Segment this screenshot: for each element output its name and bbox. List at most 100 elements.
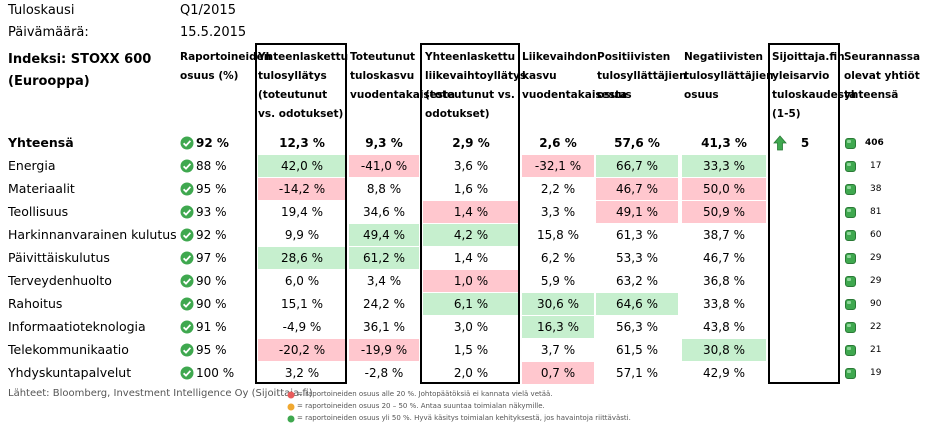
legend-green: = raportoineiden osuus yli 50 %. Hyvä kä… [297, 414, 631, 422]
sector-pos: 56,3 % [616, 320, 658, 334]
sector-neg: 43,8 % [703, 320, 745, 334]
sector-neg: 38,7 % [703, 228, 745, 242]
sector-neg: 36,8 % [703, 274, 745, 288]
sector-count: 19 [870, 368, 882, 378]
sector-label: Informaatioteknologia [8, 319, 146, 334]
sector-label: Teollisuus [8, 204, 69, 219]
red-dot-icon [287, 391, 295, 399]
sector-reported: 93 % [196, 205, 227, 219]
total-rating: 5 [800, 136, 810, 150]
sector-eg: 61,2 % [349, 247, 419, 269]
total-earnings_growth: 9,3 % [365, 136, 403, 150]
sector-reported: 92 % [196, 228, 227, 242]
sector-count: 81 [870, 207, 882, 217]
reported-check-icon [180, 159, 194, 173]
sector-reported: 90 % [196, 297, 227, 311]
coverage-dot-icon [845, 230, 856, 241]
header-revenue-growth: Liikevaihdon kasvu vuodentakaisesta [522, 51, 628, 101]
sector-count: 29 [870, 253, 882, 263]
reported-check-icon [180, 366, 194, 380]
sector-rg: 16,3 % [522, 316, 594, 338]
sector-pos: 57,1 % [616, 366, 658, 380]
total-reported: 92 % [196, 136, 229, 150]
sector-reported: 100 % [196, 366, 235, 380]
legend-yellow: = raportoineiden osuus 20 – 50 %. Antaa … [297, 402, 545, 410]
sector-pos: 61,5 % [616, 343, 658, 357]
header-earnings-surprise: Yhteenlaskettu tulosyllätys (toteutunut … [258, 51, 349, 120]
source-note: Lähteet: Bloomberg, Investment Intellige… [8, 388, 313, 399]
coverage-dot-icon [845, 276, 856, 287]
sector-count: 21 [870, 345, 882, 355]
sector-reported: 95 % [196, 182, 227, 196]
sector-neg: 50,9 % [682, 201, 766, 223]
date-value: 15.5.2015 [180, 25, 247, 40]
sector-eg: -2,8 % [364, 366, 404, 380]
sector-label: Harkinnanvarainen kulutus [8, 227, 177, 242]
header-negative: Negatiivisten tulosyllättäjien osuus [684, 51, 774, 101]
sector-es: -14,2 % [258, 178, 346, 200]
season-value: Q1/2015 [180, 3, 236, 18]
sector-rg: 2,2 % [540, 182, 576, 196]
coverage-dot-icon [845, 161, 856, 172]
index-title: Indeksi: STOXX 600 (Eurooppa) [8, 52, 152, 89]
sector-neg: 30,8 % [682, 339, 766, 361]
sector-count: 22 [870, 322, 882, 332]
coverage-dot-icon [845, 184, 856, 195]
legend-red: = raportoineiden osuus alle 20 %. Johtop… [297, 390, 553, 398]
reported-check-icon [180, 251, 194, 265]
sector-rs: 2,0 % [453, 366, 489, 380]
sector-rs: 1,4 % [453, 251, 489, 265]
header-positive: Positiivisten tulosyllättäjien osuus [597, 51, 687, 101]
sector-label: Rahoitus [8, 296, 63, 311]
sector-es: 28,6 % [258, 247, 346, 269]
sector-es: 15,1 % [281, 297, 323, 311]
sector-label: Telekommunikaatio [8, 342, 129, 357]
sector-rg: 15,8 % [537, 228, 579, 242]
header-revenue-surprise: Yhteenlaskettu liikevaihtoyllätys (toteu… [425, 51, 527, 120]
coverage-dot-icon [845, 299, 856, 310]
sector-count: 90 [870, 299, 882, 309]
green-dot-icon [287, 415, 295, 423]
sector-eg: 34,6 % [363, 205, 405, 219]
total-positive: 57,6 % [614, 136, 660, 150]
header-rating: Sijoittaja.fin yleisarvio tuloskaudesta … [772, 51, 857, 120]
sector-pos: 64,6 % [596, 293, 678, 315]
coverage-dot-icon [845, 253, 856, 264]
sector-label: Terveydenhuolto [8, 273, 112, 288]
sector-reported: 91 % [196, 320, 227, 334]
sector-count: 60 [870, 230, 882, 240]
sector-rg: 5,9 % [540, 274, 576, 288]
reported-check-icon [180, 274, 194, 288]
sector-neg: 50,0 % [682, 178, 766, 200]
header-earnings-growth: Toteutunut tuloskasvu vuodentakaisesta [350, 51, 456, 101]
sector-rs: 3,0 % [453, 320, 489, 334]
header-reported: Raportoineiden osuus (%) [180, 51, 272, 82]
coverage-dot-icon [845, 207, 856, 218]
up-arrow-icon [773, 135, 787, 151]
sector-eg: -19,9 % [349, 339, 419, 361]
sector-es: 19,4 % [281, 205, 323, 219]
sector-pos: 66,7 % [596, 155, 678, 177]
reported-check-icon [180, 343, 194, 357]
reported-check-icon [180, 320, 194, 334]
sector-eg: 24,2 % [363, 297, 405, 311]
sector-rs: 1,4 % [423, 201, 519, 223]
sector-eg: 49,4 % [349, 224, 419, 246]
coverage-dot-icon [845, 345, 856, 356]
coverage-dot-icon [845, 138, 856, 149]
sector-neg: 42,9 % [703, 366, 745, 380]
yellow-dot-icon [287, 403, 295, 411]
coverage-dot-icon [845, 368, 856, 379]
sector-rg: -32,1 % [522, 155, 594, 177]
sector-rg: 3,7 % [540, 343, 576, 357]
sector-reported: 97 % [196, 251, 227, 265]
sector-pos: 63,2 % [616, 274, 658, 288]
header-count: Seurannassa olevat yhtiöt yhteensä [844, 51, 921, 101]
reported-check-icon [180, 182, 194, 196]
total-earnings_surprise: 12,3 % [279, 136, 325, 150]
sector-neg: 46,7 % [703, 251, 745, 265]
sector-rs: 3,6 % [453, 159, 489, 173]
sector-eg: -41,0 % [349, 155, 419, 177]
total-revenue_surprise: 2,9 % [452, 136, 490, 150]
sector-count: 17 [870, 161, 882, 171]
